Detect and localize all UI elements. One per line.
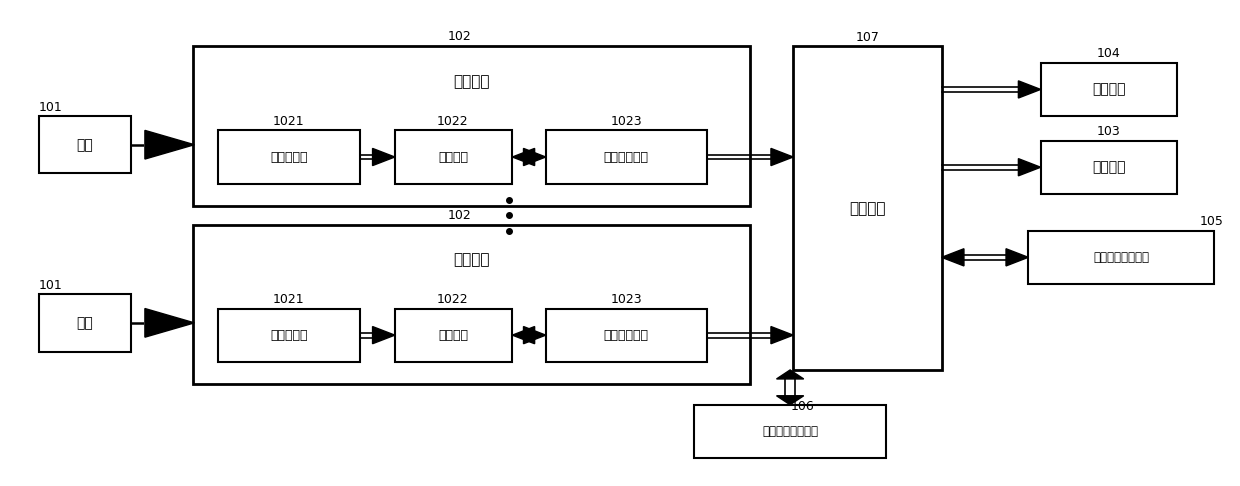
- Polygon shape: [941, 249, 963, 266]
- Text: 1021: 1021: [273, 115, 304, 128]
- Polygon shape: [372, 327, 394, 344]
- Bar: [546, 130, 707, 184]
- Bar: [1028, 231, 1214, 284]
- Text: 102: 102: [448, 208, 471, 222]
- Polygon shape: [145, 130, 195, 159]
- Text: 显示模块: 显示模块: [1092, 160, 1126, 174]
- Polygon shape: [771, 327, 794, 344]
- Text: 采集模块: 采集模块: [454, 252, 490, 267]
- Text: 105: 105: [1200, 215, 1224, 228]
- Text: 1023: 1023: [610, 115, 642, 128]
- Polygon shape: [512, 148, 534, 166]
- Text: 光源: 光源: [77, 138, 93, 152]
- Text: 处理单元: 处理单元: [439, 151, 469, 163]
- Text: 光电传感器: 光电传感器: [270, 151, 308, 163]
- Text: 102: 102: [448, 30, 471, 43]
- Text: 101: 101: [38, 279, 62, 292]
- Bar: [1040, 63, 1177, 116]
- Bar: [394, 130, 512, 184]
- Polygon shape: [1018, 81, 1040, 98]
- Bar: [694, 405, 887, 458]
- Bar: [794, 47, 941, 370]
- Bar: [193, 47, 750, 206]
- Text: 第二无线通信模块: 第二无线通信模块: [763, 425, 818, 438]
- Text: 数据传输单元: 数据传输单元: [604, 151, 649, 163]
- Polygon shape: [776, 370, 804, 379]
- Polygon shape: [523, 148, 546, 166]
- Text: 主控模块: 主控模块: [849, 201, 885, 216]
- Text: 1022: 1022: [438, 115, 469, 128]
- Polygon shape: [771, 148, 794, 166]
- Bar: [546, 309, 707, 362]
- Text: 107: 107: [856, 31, 879, 44]
- Polygon shape: [145, 309, 195, 337]
- Bar: [38, 294, 131, 351]
- Text: 光电传感器: 光电传感器: [270, 329, 308, 342]
- Text: 103: 103: [1097, 125, 1121, 138]
- Text: 报警模块: 报警模块: [1092, 83, 1126, 96]
- Polygon shape: [523, 327, 546, 344]
- Text: 1021: 1021: [273, 293, 304, 306]
- Text: 第一无线通信模块: 第一无线通信模块: [1094, 251, 1149, 264]
- Text: 104: 104: [1097, 47, 1121, 60]
- Polygon shape: [1018, 158, 1040, 176]
- Bar: [193, 225, 750, 384]
- Text: 1022: 1022: [438, 293, 469, 306]
- Text: 101: 101: [38, 101, 62, 114]
- Text: 1023: 1023: [610, 293, 642, 306]
- Bar: [1040, 140, 1177, 194]
- Text: 数据传输单元: 数据传输单元: [604, 329, 649, 342]
- Text: 光源: 光源: [77, 316, 93, 330]
- Text: 采集模块: 采集模块: [454, 74, 490, 89]
- Text: 106: 106: [791, 400, 815, 413]
- Polygon shape: [776, 396, 804, 405]
- Text: 处理单元: 处理单元: [439, 329, 469, 342]
- Bar: [218, 130, 360, 184]
- Bar: [218, 309, 360, 362]
- Polygon shape: [1006, 249, 1028, 266]
- Bar: [38, 116, 131, 174]
- Polygon shape: [372, 148, 394, 166]
- Bar: [394, 309, 512, 362]
- Polygon shape: [512, 327, 534, 344]
